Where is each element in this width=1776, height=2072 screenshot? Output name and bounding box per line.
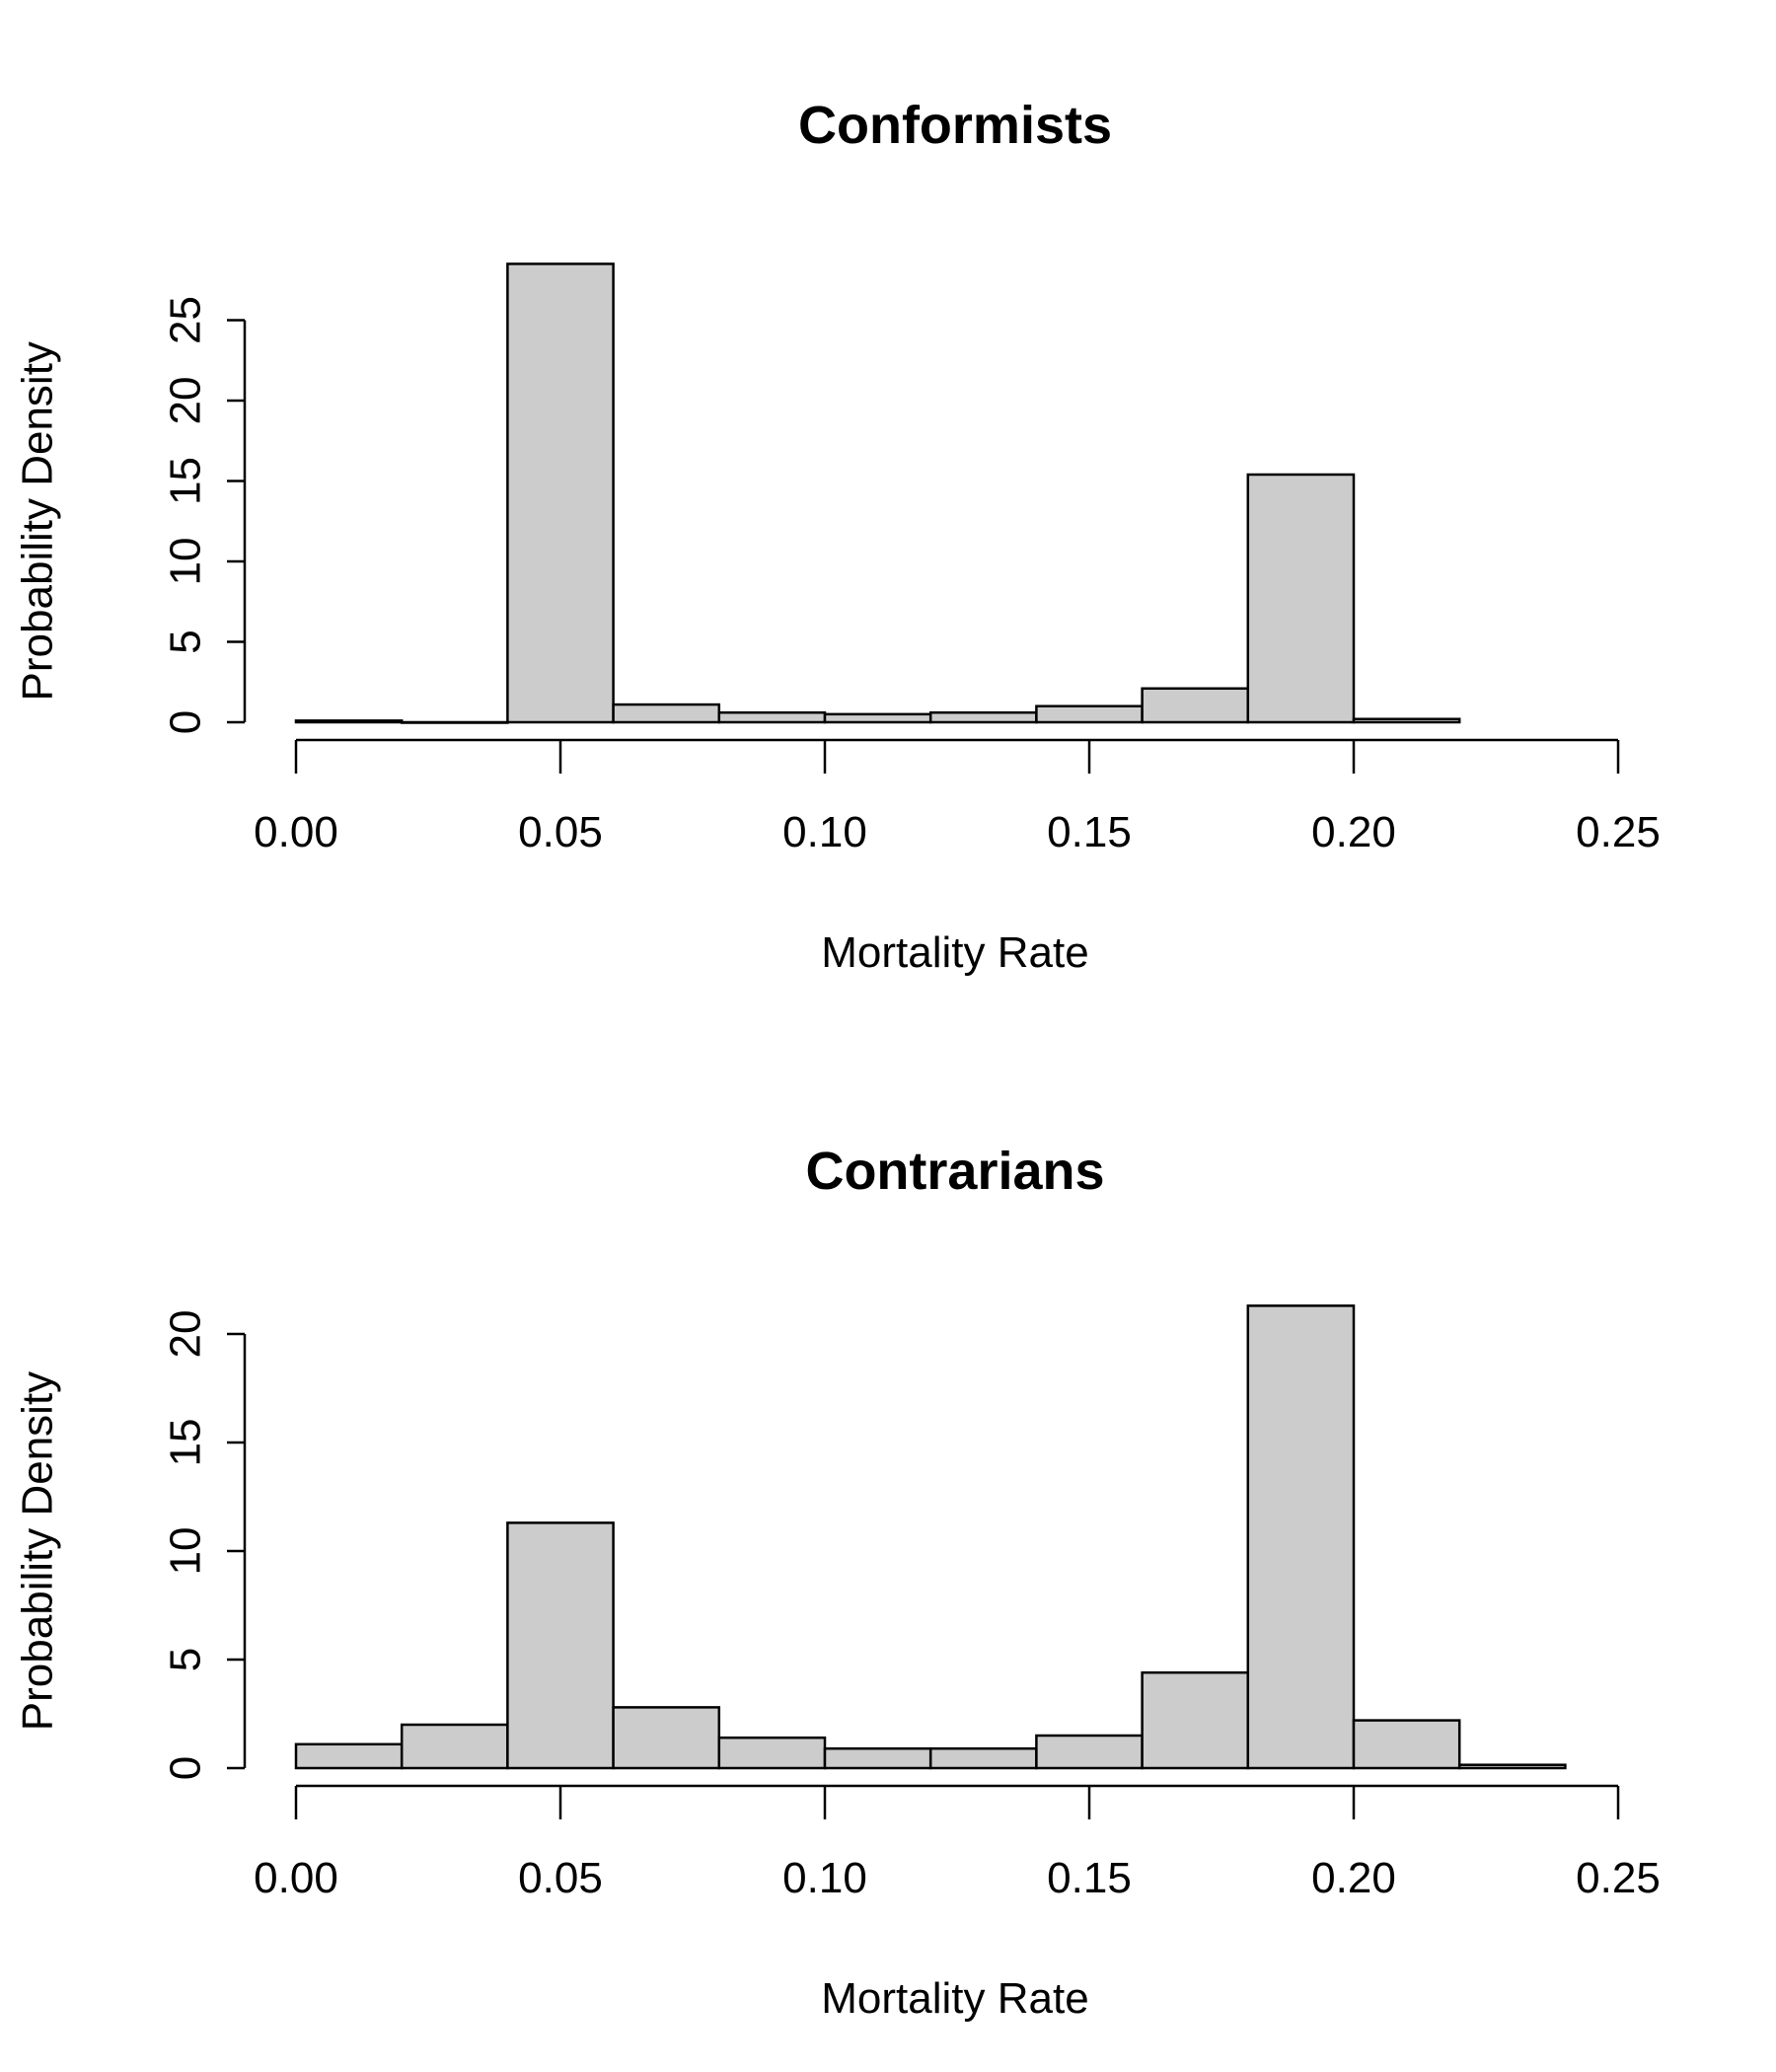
x-tick-label: 0.10 xyxy=(782,808,867,856)
histogram-bar xyxy=(1141,1670,1250,1770)
y-axis-label: Probability Density xyxy=(14,1371,62,1731)
x-axis-label: Mortality Rate xyxy=(821,1974,1088,2023)
histogram-bar xyxy=(400,1723,509,1770)
histogram-bar xyxy=(612,1706,721,1770)
histogram-bar xyxy=(1141,687,1250,724)
histogram-bar xyxy=(612,703,721,724)
contrarians-panel: Contrarians 0 5 10 15 20 Probability Density 0.… xyxy=(14,1142,1661,2023)
histogram-bar xyxy=(928,710,1038,724)
y-tick-label: 10 xyxy=(162,538,210,586)
histogram-bar xyxy=(717,710,827,724)
y-tick-label: 0 xyxy=(162,1756,210,1780)
x-tick-label: 0.25 xyxy=(1576,808,1661,856)
x-tick-label: 0.00 xyxy=(254,808,338,856)
histogram-bar xyxy=(928,1746,1038,1770)
histogram-bar xyxy=(1352,1719,1461,1770)
x-tick-label: 0.15 xyxy=(1047,1854,1132,1902)
histogram-bar xyxy=(506,1521,615,1770)
x-axis-label: Mortality Rate xyxy=(821,928,1088,977)
y-tick-label: 20 xyxy=(162,377,210,425)
x-tick-label: 0.10 xyxy=(782,1854,867,1902)
y-tick-label: 25 xyxy=(162,296,210,344)
histogram-bar xyxy=(1246,1304,1356,1770)
x-tick-label: 0.25 xyxy=(1576,1854,1661,1902)
histogram-bar xyxy=(1352,717,1461,724)
histogram-bar xyxy=(294,719,404,724)
histogram-bar xyxy=(506,262,615,724)
histogram-bar xyxy=(1035,704,1144,724)
y-tick-label: 10 xyxy=(162,1527,210,1576)
histogram-bar xyxy=(823,712,932,724)
x-tick-label: 0.00 xyxy=(254,1854,338,1902)
x-tick-label: 0.20 xyxy=(1311,808,1396,856)
histogram-bar xyxy=(400,720,509,724)
histogram-bar xyxy=(823,1746,932,1770)
x-tick-label: 0.05 xyxy=(518,1854,603,1902)
y-tick-label: 5 xyxy=(162,629,210,653)
histogram-bar xyxy=(1246,473,1356,724)
y-axis-label: Probability Density xyxy=(14,341,62,701)
chart-title: Contrarians xyxy=(805,1142,1104,1201)
x-tick-label: 0.05 xyxy=(518,808,603,856)
y-tick-label: 15 xyxy=(162,457,210,505)
histogram-bar xyxy=(717,1736,827,1770)
x-tick-label: 0.15 xyxy=(1047,808,1132,856)
y-tick-label: 15 xyxy=(162,1419,210,1467)
y-tick-label: 5 xyxy=(162,1648,210,1671)
chart-title: Conformists xyxy=(798,96,1112,155)
y-tick-label: 0 xyxy=(162,710,210,734)
y-tick-label: 20 xyxy=(162,1310,210,1359)
histogram-bar xyxy=(1457,1763,1567,1770)
conformists-panel: Conformists 0 5 10 15 20 25 Probability Density… xyxy=(14,96,1661,977)
histogram-bar xyxy=(1035,1734,1144,1770)
x-tick-label: 0.20 xyxy=(1311,1854,1396,1902)
histogram-bar xyxy=(294,1742,404,1770)
